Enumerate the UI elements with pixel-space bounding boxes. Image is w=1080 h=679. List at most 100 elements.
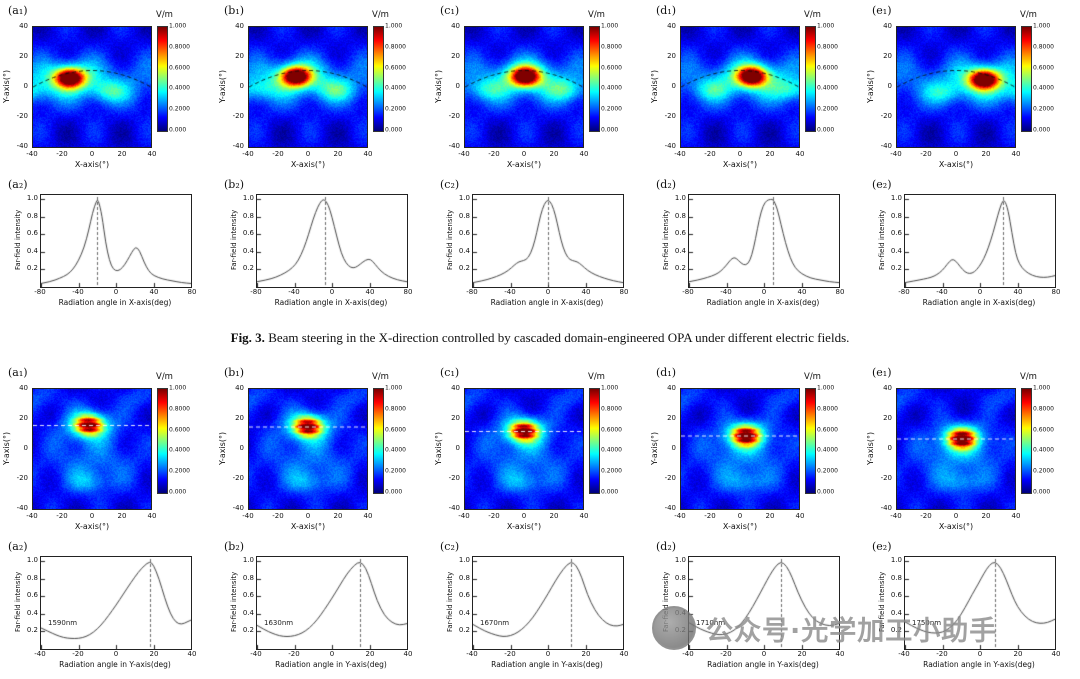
profile-plot: 1590nm: [40, 556, 192, 650]
heatmap-panel: (d₁) Y-axis(°) 40 20 0 -20 -40 -40 -20 0 20 40 X-axi…: [648, 4, 864, 176]
y-tick-label: 1.0: [890, 194, 902, 203]
y-axis-label: Far-field intensity: [14, 209, 22, 271]
profile-plot: [256, 194, 408, 288]
y-tick-label: -20: [232, 112, 244, 120]
y-tick-label: -40: [232, 504, 244, 512]
x-tick-label: -20: [488, 150, 500, 158]
colorbar-title: V/m: [804, 10, 821, 20]
y-tick-label: 1.0: [890, 556, 902, 565]
x-tick-label: 0: [89, 512, 95, 520]
y-tick-labels: 1.0 0.8 0.6 0.4 0.2: [888, 556, 903, 648]
x-axis-label: X-axis(°): [938, 522, 974, 531]
y-axis-label: Far-field intensity: [878, 571, 886, 633]
x-axis-label: Radiation angle in Y-axis(deg): [707, 660, 819, 669]
panel-label: (e₁): [872, 366, 892, 379]
x-tick-labels: -80 -40 0 40 80: [250, 288, 412, 297]
x-tick-label: -80: [682, 288, 694, 296]
colorbar-tick-labels: 1.000 0.8000 0.6000 0.4000 0.2000 0.000: [601, 23, 635, 134]
y-axis-label: Far-field intensity: [446, 571, 454, 633]
profile-panel: (b₂) Far-field intensity 1.0 0.8 0.6 0.4 0.2 -8…: [216, 178, 432, 310]
colorbar-tick-label: 0.4000: [1033, 84, 1054, 92]
y-tick-label: -40: [880, 142, 892, 150]
heatmap-panel: (b₁) Y-axis(°) 40 20 0 -20 -40 -40 -20 0 20 40 X-axi…: [216, 4, 432, 176]
profile-panel: (c₂) Far-field intensity 1.0 0.8 0.6 0.4 0.2 -8…: [432, 178, 648, 310]
x-tick-label: -40: [458, 150, 470, 158]
x-tick-label: -20: [920, 150, 932, 158]
heatmap-panel: (d₁) Y-axis(°) 40 20 0 -20 -40 -40 -20 0 20 40 X-axi…: [648, 366, 864, 538]
x-tick-label: 40: [835, 650, 845, 658]
colorbar-tick-labels: 1.000 0.8000 0.6000 0.4000 0.2000 0.000: [817, 385, 851, 496]
colorbar-tick-label: 0.4000: [817, 446, 838, 454]
x-axis-label: X-axis(°): [506, 160, 542, 169]
colorbar-tick-label: 0.6000: [817, 426, 838, 434]
y-tick-label: 40: [19, 22, 28, 30]
y-tick-label: 20: [19, 414, 28, 422]
heatmap-panel: (a₁) Y-axis(°) 40 20 0 -20 -40 -40 -20 0 20 40 X-axi…: [0, 4, 216, 176]
x-tick-label: 20: [797, 650, 807, 658]
x-tick-label: -40: [72, 288, 84, 296]
y-tick-label: 0.8: [674, 573, 686, 582]
x-tick-label: -40: [890, 512, 902, 520]
y-axis-label: Y-axis(°): [218, 69, 227, 103]
colorbar-tick-label: 0.4000: [601, 84, 622, 92]
colorbar-tick-label: 0.4000: [169, 446, 190, 454]
x-tick-labels: -40 -20 0 20 40: [250, 650, 412, 659]
y-tick-label: -40: [448, 504, 460, 512]
caption-text: Beam steering in the X-direction control…: [268, 330, 850, 345]
profile-canvas: [473, 195, 623, 287]
colorbar-tick-label: 0.2000: [817, 105, 838, 113]
y-tick-labels: 40 20 0 -20 -40: [445, 22, 462, 150]
x-axis-label: X-axis(°): [938, 160, 974, 169]
x-tick-label: 40: [619, 650, 629, 658]
profile-plot: [40, 194, 192, 288]
profile-plot: 1630nm: [256, 556, 408, 650]
wavelength-annotation: 1750nm: [912, 619, 942, 627]
profile-panel: (e₂) Far-field intensity 1.0 0.8 0.6 0.4 0.2 17…: [864, 540, 1080, 672]
colorbar-gradient: [157, 388, 168, 494]
y-tick-label: 0.4: [458, 246, 470, 255]
x-axis-label: X-axis(°): [722, 160, 758, 169]
colorbar-tick-label: 0.2000: [1033, 105, 1054, 113]
colorbar-title: V/m: [1020, 10, 1037, 20]
x-axis-label: Radiation angle in X-axis(deg): [58, 298, 172, 307]
y-tick-label: 40: [235, 384, 244, 392]
x-tick-labels: -80 -40 0 40 80: [898, 288, 1060, 297]
x-tick-label: 20: [981, 150, 991, 158]
profile-canvas: [41, 557, 191, 649]
profile-plot: 1750nm: [904, 556, 1056, 650]
colorbar-gradient: [1021, 26, 1032, 132]
y-tick-label: 40: [667, 384, 676, 392]
x-tick-label: 40: [579, 150, 589, 158]
x-tick-label: 80: [835, 288, 845, 296]
x-tick-label: 0: [521, 512, 527, 520]
y-tick-labels: 40 20 0 -20 -40: [877, 384, 894, 512]
colorbar-tick-label: 0.4000: [1033, 446, 1054, 454]
colorbar-tick-label: 0.000: [1033, 126, 1051, 134]
x-tick-labels: -40 -20 0 20 40: [242, 150, 372, 159]
colorbar-tick-label: 0.000: [385, 488, 403, 496]
colorbar-tick-label: 0.2000: [169, 105, 190, 113]
colorbar-tick-label: 0.8000: [601, 43, 622, 51]
profile-plot: [688, 194, 840, 288]
x-tick-label: -20: [72, 650, 84, 658]
x-tick-label: 40: [579, 512, 589, 520]
profile-plot: [904, 194, 1056, 288]
colorbar-tick-labels: 1.000 0.8000 0.6000 0.4000 0.2000 0.000: [385, 385, 419, 496]
y-tick-label: 20: [451, 52, 460, 60]
panel-label: (d₁): [656, 366, 677, 379]
y-tick-label: -20: [448, 474, 460, 482]
x-tick-labels: -40 -20 0 20 40: [26, 512, 156, 521]
y-tick-label: 20: [883, 414, 892, 422]
colorbar-tick-labels: 1.000 0.8000 0.6000 0.4000 0.2000 0.000: [385, 23, 419, 134]
heatmap-panel: (e₁) Y-axis(°) 40 20 0 -20 -40 -40 -20 0 20 40 X-axi…: [864, 4, 1080, 176]
panel-label: (d₂): [656, 178, 677, 191]
colorbar-tick-label: 0.8000: [385, 43, 406, 51]
y-tick-labels: 40 20 0 -20 -40: [229, 22, 246, 150]
colorbar-tick-label: 0.2000: [601, 105, 622, 113]
x-tick-labels: -40 -20 0 20 40: [674, 150, 804, 159]
panel-label: (b₁): [224, 366, 245, 379]
profile-panel: (c₂) Far-field intensity 1.0 0.8 0.6 0.4 0.2 16…: [432, 540, 648, 672]
heatmap-plot: [32, 388, 152, 510]
x-tick-label: -40: [26, 512, 38, 520]
y-tick-labels: 40 20 0 -20 -40: [13, 22, 30, 150]
